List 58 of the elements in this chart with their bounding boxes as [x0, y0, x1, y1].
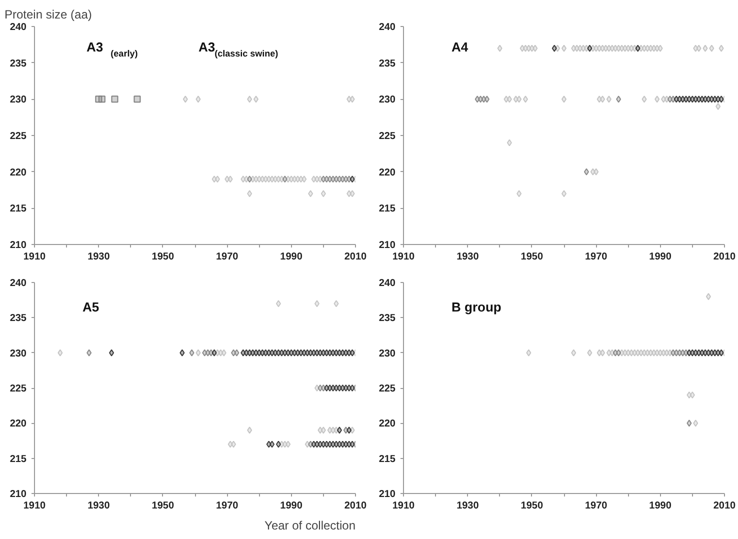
- y-tick-label: 220: [378, 167, 396, 178]
- x-tick-label: 1950: [520, 500, 544, 512]
- y-tick-label: 210: [10, 240, 27, 251]
- x-tick-label: 1910: [392, 500, 416, 512]
- y-tick-label: 235: [10, 313, 27, 324]
- x-tick-label: 1990: [649, 500, 672, 512]
- y-tick-label: 215: [10, 204, 27, 215]
- y-tick-label: 235: [10, 58, 27, 70]
- x-tick-label: 1950: [520, 252, 544, 262]
- y-tick-label: 225: [10, 131, 27, 142]
- x-tick-label: 1990: [280, 252, 303, 262]
- x-tick-label: 1910: [23, 252, 46, 262]
- y-tick-label: 235: [378, 58, 396, 70]
- x-tick-label: 2010: [713, 500, 736, 512]
- y-tick-label: 225: [378, 131, 396, 142]
- y-tick-label: 230: [378, 348, 396, 360]
- y-tick-label: 235: [378, 313, 396, 324]
- y-tick-label: 240: [378, 278, 396, 289]
- annotation: A3 (early): [86, 40, 138, 58]
- y-tick-label: 220: [10, 167, 27, 178]
- text: B group: [452, 300, 502, 314]
- x-tick-label: 1950: [152, 252, 174, 262]
- x-axis-title: Year of collection: [264, 518, 356, 532]
- y-axis-title: Protein size (aa): [4, 8, 92, 22]
- y-tick-label: 240: [378, 22, 396, 33]
- x-tick-label: 1950: [152, 500, 174, 512]
- text: A5: [82, 300, 100, 314]
- x-tick-label: 1930: [456, 500, 480, 512]
- y-tick-label: 240: [10, 22, 27, 33]
- x-tick-label: 1910: [23, 500, 46, 512]
- text: A4: [452, 40, 469, 54]
- y-tick-label: 240: [10, 278, 27, 289]
- x-tick-label: 2010: [344, 500, 368, 512]
- y-tick-label: 215: [10, 454, 27, 465]
- x-tick-label: 1990: [280, 500, 303, 512]
- y-tick-label: 220: [10, 418, 27, 430]
- y-tick-label: 230: [10, 348, 27, 360]
- y-tick-label: 215: [378, 204, 396, 215]
- x-tick-label: 2010: [713, 252, 736, 262]
- x-tick-label: 1910: [392, 252, 416, 262]
- x-tick-label: 1970: [584, 252, 608, 262]
- x-tick-label: 1970: [584, 500, 608, 512]
- y-tick-label: 225: [10, 384, 27, 394]
- y-tick-label: 210: [10, 489, 27, 500]
- y-tick-label: 230: [378, 94, 396, 106]
- y-tick-label: 210: [378, 240, 396, 251]
- x-tick-label: 1990: [649, 252, 672, 262]
- y-tick-label: 225: [378, 384, 396, 394]
- x-tick-label: 1970: [216, 500, 239, 512]
- x-tick-label: 2010: [344, 252, 368, 262]
- x-tick-label: 1930: [88, 500, 110, 512]
- y-tick-label: 230: [10, 94, 27, 106]
- x-tick-label: 1930: [88, 252, 110, 262]
- y-tick-label: 220: [378, 418, 396, 430]
- y-tick-label: 210: [378, 489, 396, 500]
- x-tick-label: 1970: [216, 252, 239, 262]
- y-tick-label: 215: [378, 454, 396, 465]
- x-tick-label: 1930: [456, 252, 480, 262]
